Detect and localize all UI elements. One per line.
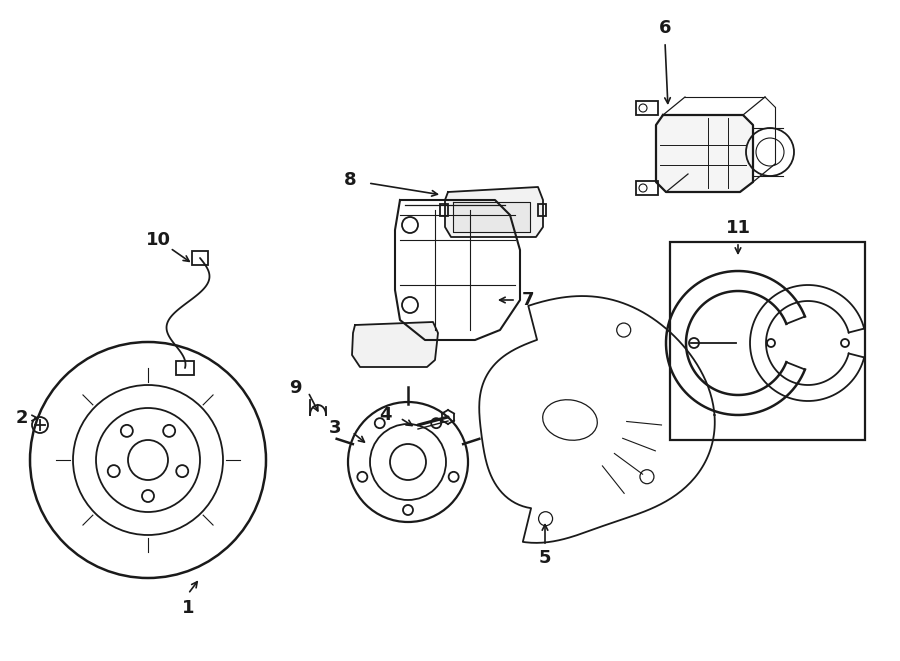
- Bar: [192, 251, 208, 265]
- Text: 1: 1: [182, 599, 194, 617]
- Bar: [636, 101, 658, 115]
- Polygon shape: [445, 187, 543, 237]
- Bar: [538, 204, 546, 216]
- Text: 2: 2: [16, 409, 28, 427]
- Bar: [636, 181, 658, 195]
- Text: 3: 3: [328, 419, 341, 437]
- Text: 5: 5: [539, 549, 551, 567]
- Polygon shape: [656, 115, 753, 192]
- Text: 11: 11: [725, 219, 751, 237]
- Bar: [670, 242, 865, 440]
- Bar: [440, 204, 448, 216]
- Polygon shape: [352, 322, 438, 367]
- Text: 10: 10: [146, 231, 170, 249]
- Text: 7: 7: [522, 291, 535, 309]
- Text: 6: 6: [659, 19, 671, 37]
- Polygon shape: [453, 202, 530, 232]
- Text: 9: 9: [289, 379, 302, 397]
- Text: 8: 8: [344, 171, 356, 189]
- Bar: [176, 361, 194, 375]
- Text: 4: 4: [379, 406, 392, 424]
